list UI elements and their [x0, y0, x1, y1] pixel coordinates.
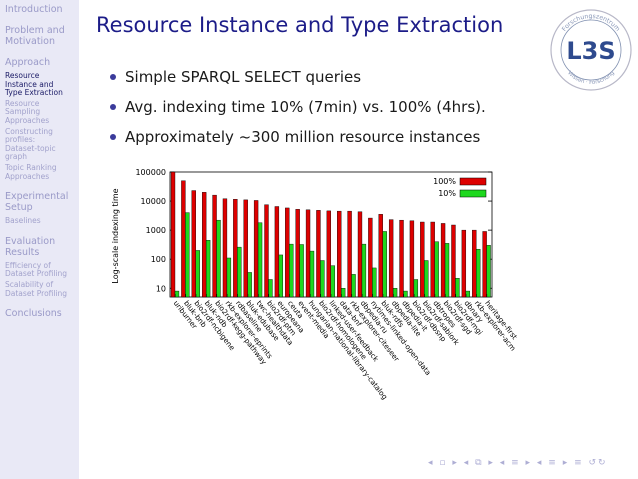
bar-100pct: [253, 200, 259, 298]
bar-100pct: [420, 221, 425, 298]
sidebar-item[interactable]: Resource Instance and Type Extraction: [5, 71, 63, 98]
bar-10pct: [434, 241, 439, 298]
bar-100pct: [337, 210, 342, 298]
legend-label: 10%: [438, 189, 456, 198]
bullet-item: Simple SPARQL SELECT queries: [110, 68, 361, 86]
bar-10pct: [289, 243, 294, 298]
bar-100pct: [378, 214, 383, 298]
bar-100pct: [201, 192, 207, 298]
bar-100pct: [191, 190, 196, 298]
bar-100pct: [274, 206, 280, 298]
bar-10pct: [403, 290, 408, 298]
bar-100pct: [170, 171, 176, 298]
bar-10pct: [216, 219, 221, 298]
legend-swatch: [459, 189, 487, 198]
bar-100pct: [430, 221, 435, 298]
sidebar-item[interactable]: Efficiency of Dataset Profiling: [5, 260, 68, 279]
sidebar-section[interactable]: Introduction: [5, 4, 63, 15]
bar-100pct: [212, 194, 217, 298]
legend-label: 100%: [433, 177, 456, 186]
bar-10pct: [351, 274, 356, 298]
bar-100pct: [326, 210, 331, 298]
bar-10pct: [278, 254, 284, 298]
bar-100pct: [347, 210, 352, 298]
bar-10pct: [382, 231, 387, 298]
bar-100pct: [409, 220, 415, 298]
bullet-item: Approximately ~300 million resource inst…: [110, 128, 480, 146]
slide-title: Resource Instance and Type Extraction: [96, 13, 504, 37]
sidebar-section[interactable]: Approach: [5, 57, 51, 68]
sidebar: Introduction Problem and Motivation Approa…: [0, 0, 79, 479]
bullet-dot-icon: [110, 134, 116, 140]
sidebar-item[interactable]: Resource Sampling Approaches: [5, 98, 50, 125]
bar-100pct: [461, 229, 467, 298]
bar-10pct: [372, 267, 377, 298]
bar-10pct: [174, 290, 180, 298]
bar-10pct: [309, 250, 315, 298]
y-tick-label: 100: [151, 255, 166, 264]
bar-10pct: [340, 288, 346, 298]
bar-100pct: [181, 180, 186, 298]
y-tick-label: 100000: [135, 168, 166, 177]
sidebar-section[interactable]: Problem and Motivation: [5, 25, 65, 47]
bar-100pct: [222, 198, 228, 298]
legend-swatch: [459, 177, 487, 186]
bar-10pct: [486, 245, 491, 298]
bar-10pct: [424, 260, 429, 298]
bar-100pct: [482, 231, 487, 298]
bar-10pct: [444, 243, 450, 298]
bar-10pct: [205, 240, 211, 298]
bar-100pct: [451, 224, 456, 298]
y-tick-label: 10: [156, 284, 166, 293]
bar-100pct: [233, 199, 238, 298]
bar-100pct: [399, 219, 404, 298]
bar-10pct: [299, 244, 304, 298]
bar-100pct: [357, 211, 363, 298]
bar-10pct: [465, 290, 470, 298]
bar-100pct: [305, 209, 311, 298]
sidebar-item[interactable]: Scalability of Dataset Profiling: [5, 280, 68, 298]
bullet-dot-icon: [110, 74, 116, 80]
bar-10pct: [268, 279, 273, 298]
bar-100pct: [440, 223, 446, 298]
sidebar-section[interactable]: Experimental Setup: [5, 191, 69, 214]
l3s-logo: Forschungszentrum Wissen · Forschung L3S: [550, 9, 632, 91]
sidebar-section[interactable]: Conclusions: [5, 308, 62, 320]
sidebar-item[interactable]: Baselines: [5, 216, 41, 226]
bar-100pct: [285, 207, 290, 298]
bar-10pct: [237, 246, 242, 298]
bar-100pct: [243, 199, 248, 298]
sidebar-item[interactable]: Constructing profiles: Dataset-topic gra…: [5, 126, 56, 162]
bar-10pct: [455, 278, 460, 298]
bar-10pct: [320, 260, 325, 298]
bar-100pct: [295, 209, 300, 298]
bar-100pct: [368, 217, 373, 298]
sidebar-section[interactable]: Evaluation Results: [5, 235, 56, 258]
bar-10pct: [195, 250, 200, 298]
bar-10pct: [413, 279, 419, 298]
sidebar-item[interactable]: Topic Ranking Approaches: [5, 163, 57, 181]
bar-10pct: [476, 249, 481, 298]
bar-10pct: [392, 288, 398, 298]
beamer-navigation[interactable]: ◂ ▫ ▸ ◂ ⧉ ▸ ◂ ≡ ▸ ◂ ≡ ▸ ≡ ↺↻: [428, 458, 608, 468]
bullet-dot-icon: [110, 104, 116, 110]
bullet-item: Avg. indexing time 10% (7min) vs. 100% (…: [110, 98, 486, 116]
logo-mark: L3S: [566, 37, 615, 65]
bar-10pct: [247, 272, 252, 298]
bar-10pct: [185, 212, 190, 298]
bar-100pct: [472, 229, 477, 298]
bar-10pct: [330, 265, 335, 298]
bar-10pct: [361, 243, 367, 298]
bar-10pct: [257, 222, 263, 298]
y-axis-label: Log-scale indexing time: [111, 188, 120, 283]
bar-10pct: [226, 257, 232, 298]
y-tick-label: 1000: [146, 226, 166, 235]
bar-100pct: [388, 219, 394, 298]
bar-100pct: [316, 210, 321, 298]
bar-100pct: [264, 204, 269, 298]
y-tick-label: 10000: [141, 197, 166, 206]
